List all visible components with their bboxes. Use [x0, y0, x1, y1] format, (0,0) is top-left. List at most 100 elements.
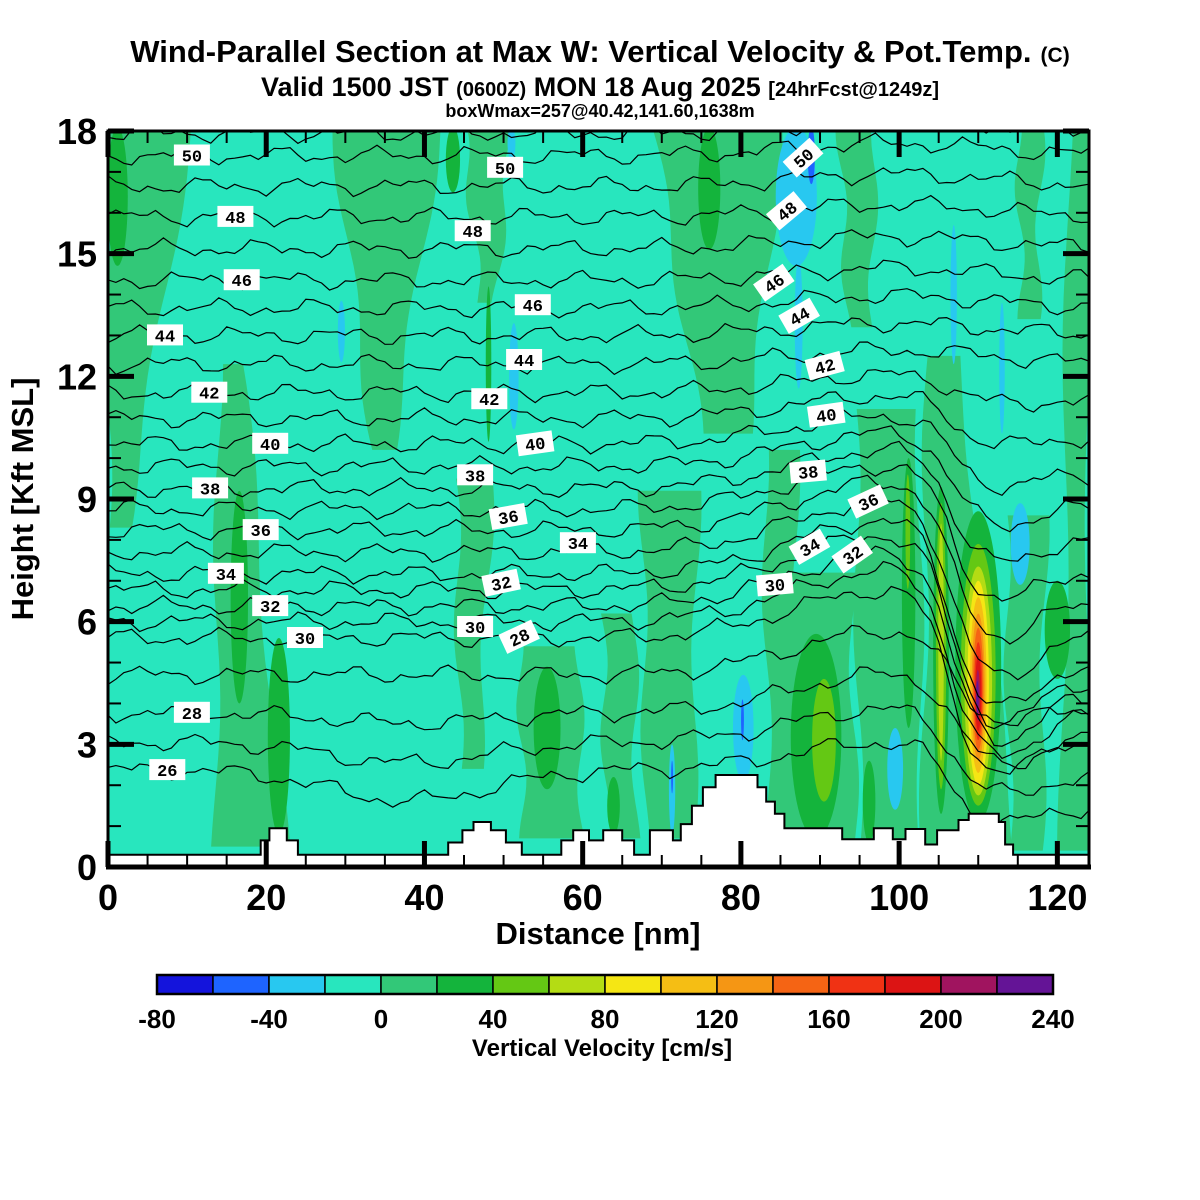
- colorbar-tick-160: 160: [807, 1004, 850, 1034]
- x-tick-40: 40: [404, 877, 444, 918]
- colorbar-cell: [324, 974, 382, 995]
- svg-text:38: 38: [797, 464, 819, 485]
- y-tick-3: 3: [77, 724, 97, 765]
- colorbar-tick-240: 240: [1031, 1004, 1074, 1034]
- velocity-patch: [533, 666, 561, 790]
- y-tick-15: 15: [57, 234, 97, 275]
- isotherm-45: [108, 288, 1089, 319]
- isotherm-49: [108, 167, 1089, 198]
- contour-label-50: 50: [487, 156, 524, 180]
- svg-text:28: 28: [182, 706, 202, 725]
- svg-text:32: 32: [260, 599, 280, 618]
- contour-label-layer: 5048464442403836343230282650484644424038…: [147, 137, 889, 782]
- svg-text:38: 38: [465, 468, 485, 487]
- y-tick-0: 0: [77, 847, 97, 888]
- contour-label-38: 38: [457, 464, 494, 487]
- chart-title-text: Wind-Parallel Section at Max W: Vertical…: [130, 34, 1032, 69]
- updraft-band: [653, 131, 783, 434]
- colorbar-cell: [772, 974, 830, 995]
- contour-label-40: 40: [806, 401, 846, 429]
- svg-text:38: 38: [200, 481, 220, 500]
- svg-text:34: 34: [216, 567, 236, 586]
- contour-label-46: 46: [753, 263, 795, 302]
- contour-label-44: 44: [147, 324, 183, 347]
- svg-text:44: 44: [155, 328, 175, 347]
- colorbar-tick-80: 80: [591, 1004, 620, 1034]
- svg-text:42: 42: [199, 386, 219, 405]
- svg-text:42: 42: [479, 392, 499, 411]
- svg-text:36: 36: [250, 523, 270, 542]
- contour-label-36: 36: [488, 503, 528, 531]
- svg-text:26: 26: [157, 763, 177, 782]
- colorbar-cell: [548, 974, 606, 995]
- valid-utc: (0600Z): [456, 79, 527, 101]
- isotherm-41: [108, 390, 1089, 450]
- velocity-patch: [950, 225, 957, 365]
- colorbar-cell: [884, 974, 942, 995]
- isotherm-46: [108, 259, 1089, 291]
- colorbar-tick-120: 120: [695, 1004, 738, 1034]
- contour-label-48: 48: [217, 205, 254, 229]
- svg-text:30: 30: [764, 577, 786, 598]
- isotherm-31: [108, 560, 1089, 760]
- x-tick-60: 60: [563, 877, 603, 918]
- contour-label-32: 32: [481, 568, 521, 597]
- contour-label-44: 44: [778, 297, 820, 334]
- velocity-patch: [1010, 503, 1030, 585]
- isotherm-37: [108, 463, 1089, 602]
- velocity-patch: [1044, 580, 1071, 679]
- isotherm-28: [108, 666, 1089, 770]
- colorbar-tick--40: -40: [250, 1004, 288, 1034]
- isotherm-47: [108, 229, 1089, 259]
- contour-label-48: 48: [454, 220, 491, 243]
- colorbar-cell: [156, 974, 214, 995]
- colorbar-cell: [212, 974, 270, 995]
- svg-text:44: 44: [514, 353, 534, 372]
- contour-label-48: 48: [765, 191, 808, 231]
- svg-text:40: 40: [524, 435, 547, 457]
- isotherm-43: [108, 341, 1089, 376]
- velocity-patch: [230, 490, 249, 704]
- chart-title: Wind-Parallel Section at Max W: Vertical…: [0, 34, 1200, 70]
- velocity-patch: [698, 131, 721, 250]
- velocity-patch: [887, 727, 904, 810]
- valid-time-line: Valid 1500 JST (0600Z) MON 18 Aug 2025 […: [0, 72, 1200, 103]
- colorbar-cell: [660, 974, 718, 995]
- svg-text:40: 40: [260, 437, 280, 456]
- contour-label-40: 40: [515, 430, 555, 457]
- colorbar-cell: [604, 974, 662, 995]
- svg-text:46: 46: [523, 298, 543, 317]
- svg-text:50: 50: [495, 161, 515, 180]
- chart-title-units: (C): [1040, 44, 1070, 67]
- colorbar-cell: [380, 974, 438, 995]
- svg-text:30: 30: [295, 631, 315, 650]
- updraft-band: [332, 131, 441, 450]
- colorbar-tick-40: 40: [479, 1004, 508, 1034]
- velocity-patch: [267, 638, 290, 835]
- contour-label-30: 30: [287, 627, 323, 650]
- isotherm-27: [108, 704, 1089, 796]
- colorbar-cell: [828, 974, 886, 995]
- colorbar-tick--80: -80: [138, 1004, 176, 1034]
- contour-label-36: 36: [242, 519, 279, 542]
- contour-label-34: 34: [207, 562, 244, 586]
- x-tick-100: 100: [869, 877, 929, 918]
- updraft-band: [1014, 131, 1046, 320]
- isotherm-30: [108, 585, 1089, 775]
- y-tick-18: 18: [57, 111, 97, 152]
- y-tick-9: 9: [77, 479, 97, 520]
- colorbar-cell: [492, 974, 550, 995]
- isotherm-35: [108, 492, 1089, 681]
- contour-label-44: 44: [506, 349, 543, 372]
- isotherm-44: [108, 316, 1089, 345]
- isotherm-50: [108, 132, 1089, 166]
- contour-label-42: 42: [804, 350, 845, 381]
- contour-label-46: 46: [514, 294, 551, 317]
- y-axis-title: Height [Kft MSL]: [5, 378, 40, 621]
- velocity-patch: [862, 760, 876, 843]
- valid-prefix: Valid 1500 JST: [261, 72, 449, 102]
- colorbar-title: Vertical Velocity [cm/s]: [472, 1035, 732, 1062]
- x-tick-20: 20: [246, 877, 286, 918]
